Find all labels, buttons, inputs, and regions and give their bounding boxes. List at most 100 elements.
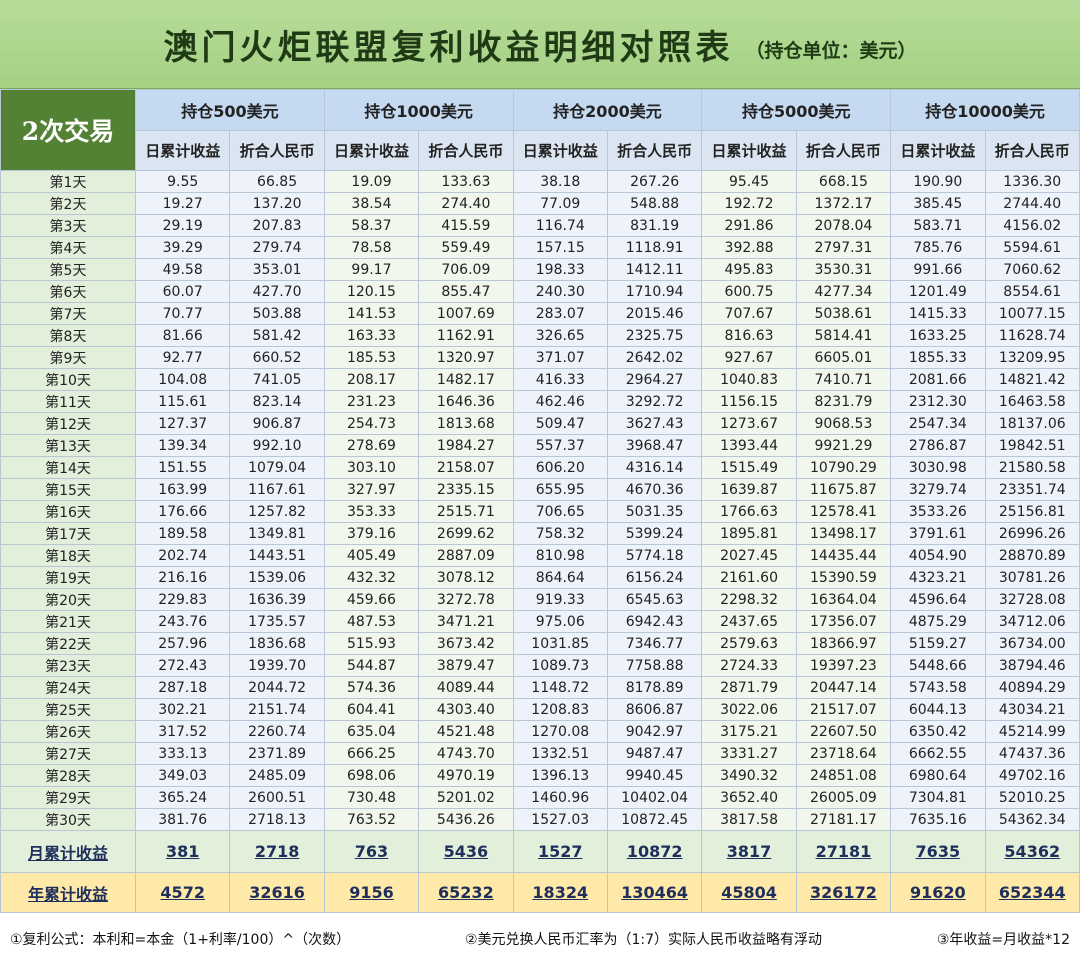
cell: 385.45 <box>890 192 986 215</box>
cell: 13209.95 <box>984 346 1080 369</box>
cell: 24851.08 <box>795 764 892 787</box>
cell: 19397.23 <box>795 654 892 677</box>
cell: 2081.66 <box>890 368 986 391</box>
day-row: 第16天 176.66 1257.82 353.33 2515.71 706.65 5031… <box>0 500 1080 523</box>
day-row: 第17天 189.58 1349.81 379.16 2699.62 758.32 5399… <box>0 522 1080 545</box>
cell: 18137.06 <box>984 412 1080 435</box>
day-row: 第1天 9.55 66.85 19.09 133.63 38.18 267.26 95.45 6… <box>0 170 1080 193</box>
cell: 3627.43 <box>606 412 703 435</box>
cell: 2325.75 <box>606 324 703 347</box>
cell: 163.33 <box>323 324 420 347</box>
cell: 14821.42 <box>984 368 1080 391</box>
cell: 11675.87 <box>795 478 892 501</box>
cell: 36734.00 <box>984 632 1080 655</box>
cell: 606.20 <box>512 456 608 479</box>
day-row: 第12天 127.37 906.87 254.73 1813.68 509.47 3627.… <box>0 412 1080 435</box>
cell: 43034.21 <box>984 698 1080 721</box>
cell: 326.65 <box>512 324 608 347</box>
row-label: 第27天 <box>0 742 136 765</box>
row-label: 第17天 <box>0 522 136 545</box>
total-cell: 10872 <box>606 830 703 873</box>
group-header: 持仓1000美元 <box>323 89 514 131</box>
cell: 16463.58 <box>984 390 1080 413</box>
cell: 17356.07 <box>795 610 892 633</box>
cell: 216.16 <box>134 566 231 589</box>
total-cell: 5436 <box>418 830 514 873</box>
cell: 99.17 <box>323 258 420 281</box>
cell: 1320.97 <box>418 346 514 369</box>
cell: 6545.63 <box>606 588 703 611</box>
cell: 303.10 <box>323 456 420 479</box>
cell: 5594.61 <box>984 236 1080 259</box>
cell: 5159.27 <box>890 632 986 655</box>
cell: 66.85 <box>229 170 325 193</box>
cell: 95.45 <box>701 170 797 193</box>
cell: 9940.45 <box>606 764 703 787</box>
cell: 120.15 <box>323 280 420 303</box>
label-text: 年累计收益 <box>27 884 108 904</box>
cell: 4316.14 <box>606 456 703 479</box>
group-row: 2次交易 持仓500美元 持仓1000美元 持仓2000美元 持仓5000美元 持仓100… <box>0 89 1080 171</box>
cell: 10872.45 <box>606 808 703 831</box>
cell: 4323.21 <box>890 566 986 589</box>
cell: 1735.57 <box>229 610 325 633</box>
cell: 26996.26 <box>984 522 1080 545</box>
cell: 2642.02 <box>606 346 703 369</box>
cell: 137.20 <box>229 192 325 215</box>
cell: 349.03 <box>134 764 231 787</box>
total-cell: 4572 <box>134 872 231 913</box>
cell: 81.66 <box>134 324 231 347</box>
total-value: 763 <box>354 842 389 861</box>
cell: 5743.58 <box>890 676 986 699</box>
cell: 267.26 <box>606 170 703 193</box>
cell: 459.66 <box>323 588 420 611</box>
cell: 548.88 <box>606 192 703 215</box>
cell: 4277.34 <box>795 280 892 303</box>
total-value: 4572 <box>160 883 205 902</box>
cell: 4670.36 <box>606 478 703 501</box>
total-cell: 652344 <box>984 872 1080 913</box>
total-value: 130464 <box>621 883 689 902</box>
cell: 2044.72 <box>229 676 325 699</box>
day-row: 第5天 49.58 353.01 99.17 706.09 198.33 1412.11 49… <box>0 258 1080 281</box>
cell: 21517.07 <box>795 698 892 721</box>
cell: 1162.91 <box>418 324 514 347</box>
cell: 115.61 <box>134 390 231 413</box>
row-label: 第20天 <box>0 588 136 611</box>
cell: 104.08 <box>134 368 231 391</box>
cell: 1031.85 <box>512 632 608 655</box>
cell: 1156.15 <box>701 390 797 413</box>
cell: 272.43 <box>134 654 231 677</box>
cell: 2158.07 <box>418 456 514 479</box>
cell: 9.55 <box>134 170 231 193</box>
cell: 26005.09 <box>795 786 892 809</box>
cell: 1089.73 <box>512 654 608 677</box>
cell: 14435.44 <box>795 544 892 567</box>
cell: 283.07 <box>512 302 608 325</box>
cell: 1396.13 <box>512 764 608 787</box>
cell: 23351.74 <box>984 478 1080 501</box>
row-label: 第29天 <box>0 786 136 809</box>
cell: 287.18 <box>134 676 231 699</box>
cell: 5814.41 <box>795 324 892 347</box>
cell: 2151.74 <box>229 698 325 721</box>
cell: 1336.30 <box>984 170 1080 193</box>
day-row: 第13天 139.34 992.10 278.69 1984.27 557.37 3968.… <box>0 434 1080 457</box>
cell: 23718.64 <box>795 742 892 765</box>
cell: 5448.66 <box>890 654 986 677</box>
cell: 9921.29 <box>795 434 892 457</box>
cell: 906.87 <box>229 412 325 435</box>
cell: 730.48 <box>323 786 420 809</box>
total-value: 45804 <box>721 883 777 902</box>
cell: 2312.30 <box>890 390 986 413</box>
cell: 1710.94 <box>606 280 703 303</box>
cell: 8554.61 <box>984 280 1080 303</box>
row-label: 第4天 <box>0 236 136 259</box>
row-label: 第10天 <box>0 368 136 391</box>
cell: 6980.64 <box>890 764 986 787</box>
cell: 279.74 <box>229 236 325 259</box>
cell: 5399.24 <box>606 522 703 545</box>
day-row: 第21天 243.76 1735.57 487.53 3471.21 975.06 6942… <box>0 610 1080 633</box>
cell: 427.70 <box>229 280 325 303</box>
cell: 668.15 <box>795 170 892 193</box>
